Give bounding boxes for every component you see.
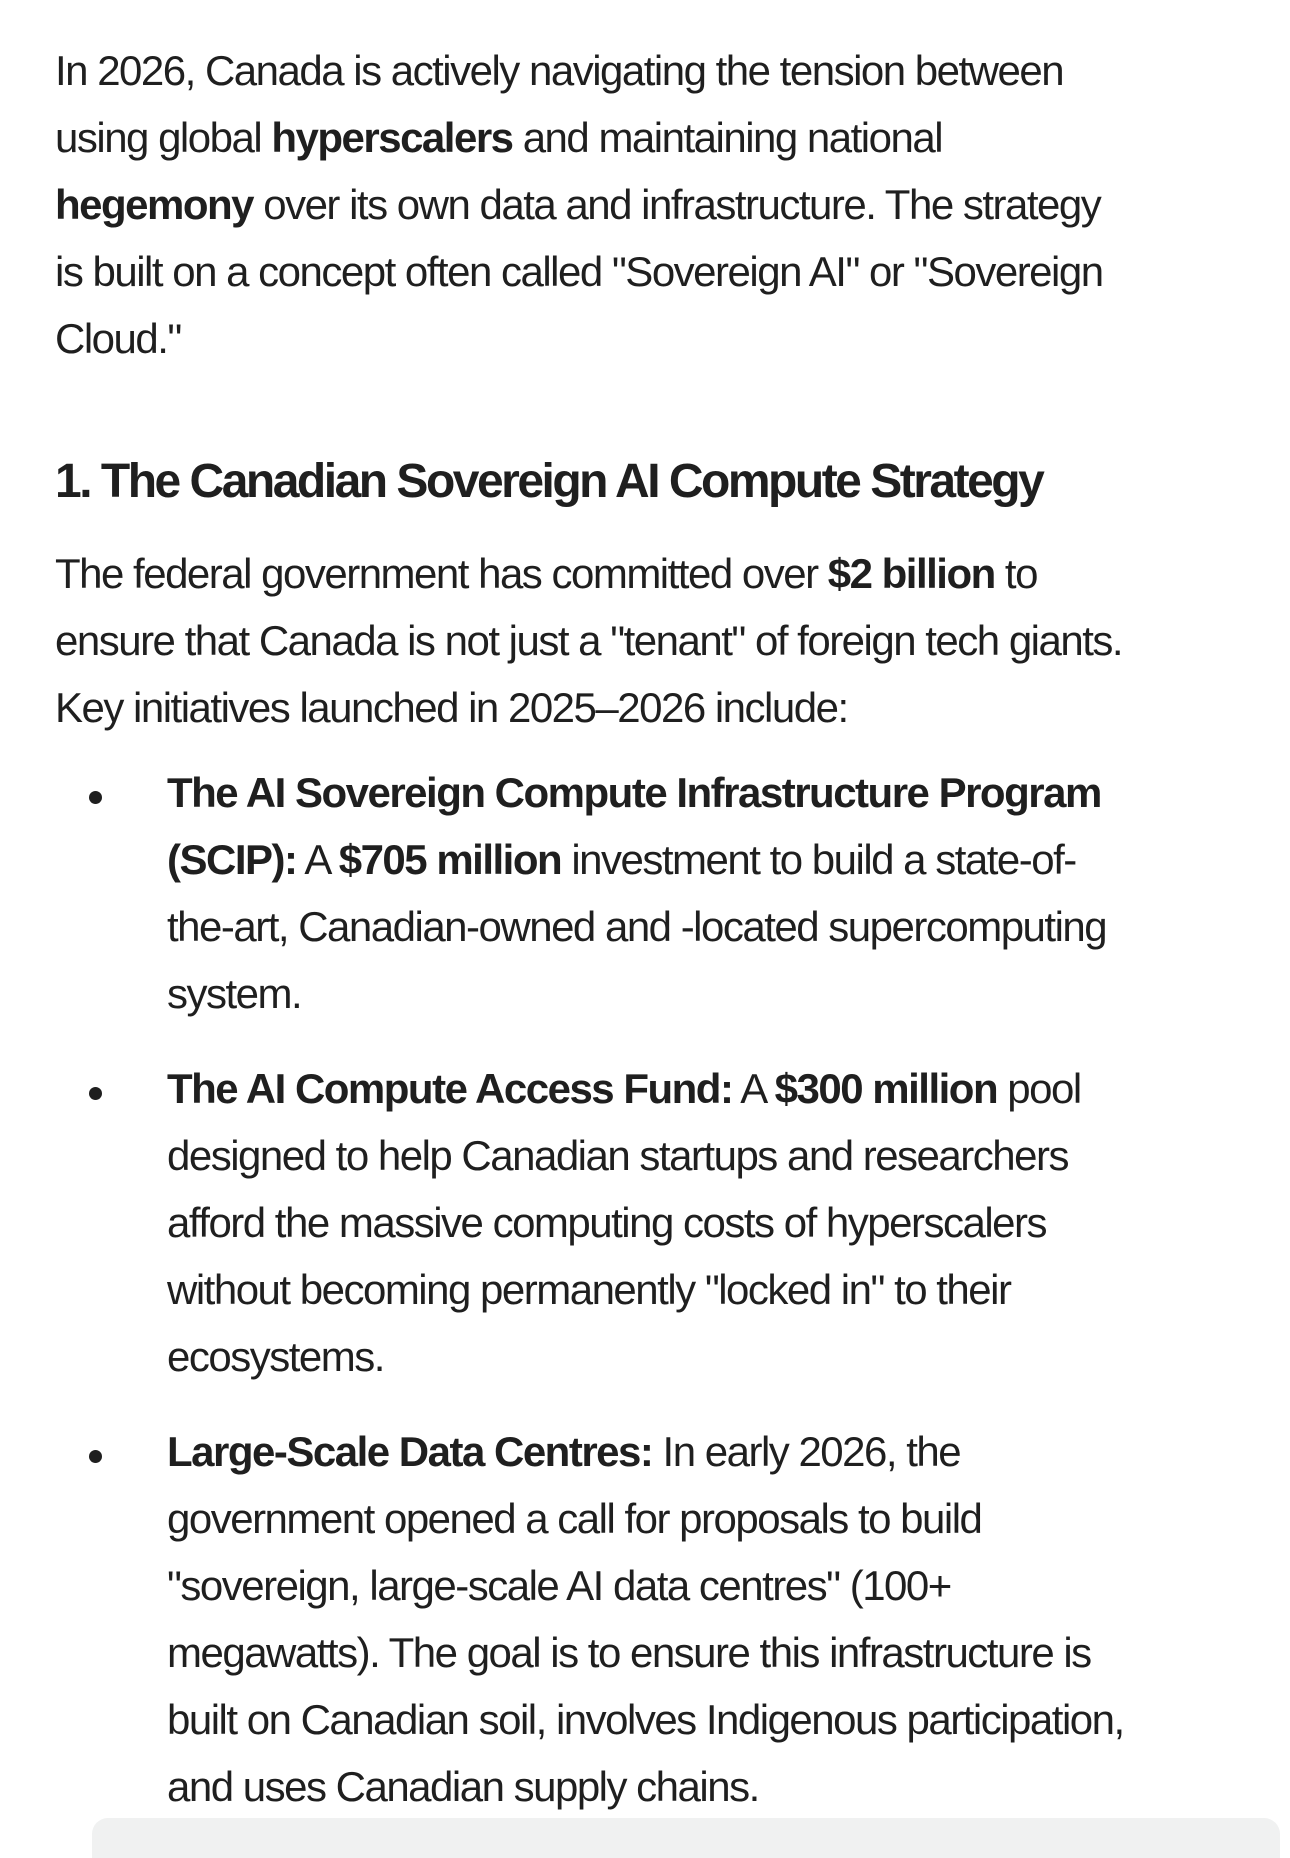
text-run: using global bbox=[55, 114, 272, 161]
text-run: In 2026, Canada is actively navigating t… bbox=[55, 47, 1065, 94]
text-run: hyperscalers bbox=[271, 114, 514, 161]
text-line: afford the massive computing costs of hy… bbox=[167, 1189, 1270, 1256]
text-line: The AI Sovereign Compute Infrastructure … bbox=[167, 759, 1270, 826]
text-line: megawatts). The goal is to ensure this i… bbox=[167, 1619, 1270, 1686]
text-line: without becoming permanently "locked in"… bbox=[167, 1256, 1270, 1323]
text-run: megawatts). The goal is to ensure this i… bbox=[167, 1629, 1092, 1676]
list-item: Large-Scale Data Centres: In early 2026,… bbox=[55, 1418, 1270, 1820]
text-run: without becoming permanently "locked in"… bbox=[167, 1266, 1012, 1313]
text-line: designed to help Canadian startups and r… bbox=[167, 1122, 1270, 1189]
text-run: to bbox=[994, 550, 1039, 597]
partial-bottom-element bbox=[92, 1818, 1280, 1858]
list-item: The AI Sovereign Compute Infrastructure … bbox=[55, 759, 1270, 1027]
text-line: The AI Compute Access Fund: A $300 milli… bbox=[167, 1055, 1270, 1122]
text-run: The AI Sovereign Compute Infrastructure … bbox=[167, 769, 1102, 816]
text-run: and maintaining national bbox=[512, 114, 944, 161]
bullet-icon bbox=[89, 791, 102, 804]
text-run: is built on a concept often called "Sove… bbox=[55, 248, 1104, 295]
text-run: ensure that Canada is not just a "tenant… bbox=[55, 617, 1124, 664]
bullet-list: The AI Sovereign Compute Infrastructure … bbox=[55, 759, 1270, 1820]
text-line: In 2026, Canada is actively navigating t… bbox=[55, 37, 1270, 104]
text-run: (SCIP): bbox=[167, 836, 298, 883]
text-run: The AI Compute Access Fund: bbox=[167, 1065, 734, 1112]
bullet-icon bbox=[89, 1087, 102, 1100]
text-run: The federal government has committed ove… bbox=[55, 550, 828, 597]
text-run: $300 million bbox=[774, 1065, 999, 1112]
text-run: $2 billion bbox=[827, 550, 997, 597]
text-run: hegemony bbox=[55, 181, 255, 228]
text-run: In early 2026, the bbox=[652, 1428, 962, 1475]
text-run: Large-Scale Data Centres: bbox=[167, 1428, 654, 1475]
text-run: ecosystems. bbox=[167, 1333, 385, 1380]
text-run: afford the massive computing costs of hy… bbox=[167, 1199, 1048, 1246]
text-run: investment to build a state-of- bbox=[561, 836, 1077, 883]
text-line: The federal government has committed ove… bbox=[55, 540, 1270, 607]
text-line: Cloud." bbox=[55, 305, 1270, 372]
text-run: $705 million bbox=[338, 836, 563, 883]
text-run: designed to help Canadian startups and r… bbox=[167, 1132, 1069, 1179]
section-heading: 1. The Canadian Sovereign AI Compute Str… bbox=[55, 455, 1045, 508]
text-run: A bbox=[732, 1065, 775, 1112]
text-line: hegemony over its own data and infrastru… bbox=[55, 171, 1270, 238]
text-run: the-art, Canadian-owned and -located sup… bbox=[167, 903, 1108, 950]
text-run: Key initiatives launched in 2025–2026 in… bbox=[55, 684, 849, 731]
text-run: over its own data and infrastructure. Th… bbox=[253, 181, 1102, 228]
text-line: Large-Scale Data Centres: In early 2026,… bbox=[167, 1418, 1270, 1485]
text-line: using global hyperscalers and maintainin… bbox=[55, 104, 1270, 171]
bullet-icon bbox=[89, 1450, 102, 1463]
text-line: system. bbox=[167, 960, 1270, 1027]
text-run: Cloud." bbox=[55, 315, 182, 362]
text-line: (SCIP): A $705 million investment to bui… bbox=[167, 826, 1270, 893]
text-line: "sovereign, large-scale AI data centres"… bbox=[167, 1552, 1270, 1619]
response-content: In 2026, Canada is actively navigating t… bbox=[55, 37, 1270, 1820]
list-item: The AI Compute Access Fund: A $300 milli… bbox=[55, 1055, 1270, 1390]
text-line: and uses Canadian supply chains. bbox=[167, 1753, 1270, 1820]
text-line: the-art, Canadian-owned and -located sup… bbox=[167, 893, 1270, 960]
text-run: "sovereign, large-scale AI data centres"… bbox=[167, 1562, 952, 1609]
paragraph: In 2026, Canada is actively navigating t… bbox=[55, 37, 1270, 372]
text-run: built on Canadian soil, involves Indigen… bbox=[167, 1696, 1125, 1743]
text-line: government opened a call for proposals t… bbox=[167, 1485, 1270, 1552]
text-line: ecosystems. bbox=[167, 1323, 1270, 1390]
text-line: ensure that Canada is not just a "tenant… bbox=[55, 607, 1270, 674]
text-line: is built on a concept often called "Sove… bbox=[55, 238, 1270, 305]
text-run: A bbox=[296, 836, 339, 883]
text-run: government opened a call for proposals t… bbox=[167, 1495, 983, 1542]
text-run: pool bbox=[997, 1065, 1082, 1112]
text-line: built on Canadian soil, involves Indigen… bbox=[167, 1686, 1270, 1753]
text-line: Key initiatives launched in 2025–2026 in… bbox=[55, 674, 1270, 741]
text-run: system. bbox=[167, 970, 303, 1017]
text-run: and uses Canadian supply chains. bbox=[167, 1763, 760, 1810]
paragraph: The federal government has committed ove… bbox=[55, 540, 1270, 741]
